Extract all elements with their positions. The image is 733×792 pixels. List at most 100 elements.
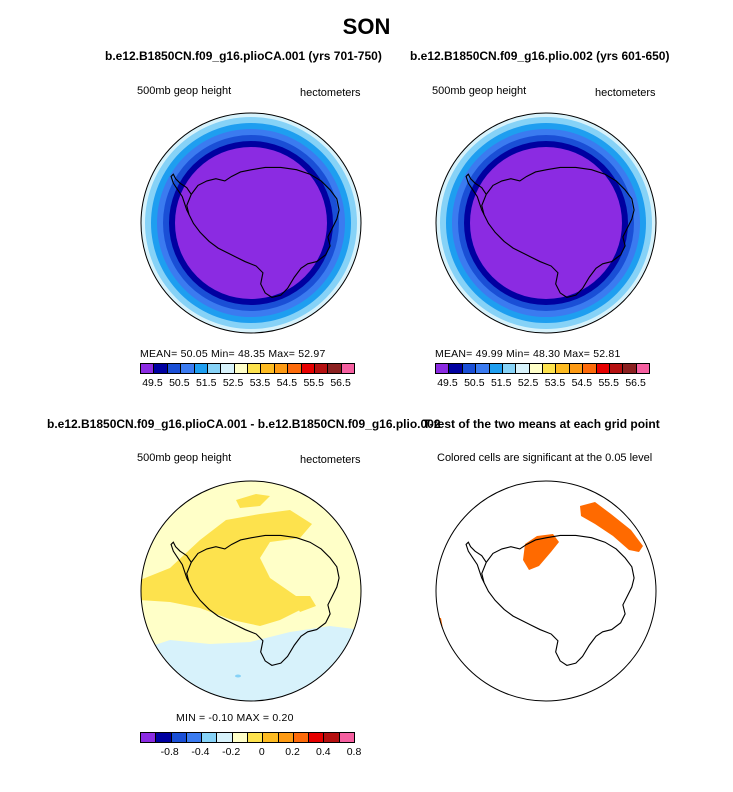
panel-3-difference-map	[140, 480, 362, 702]
peninsula-path	[465, 173, 487, 215]
colorbar-swatch	[141, 733, 157, 742]
colorbar-swatch	[202, 733, 218, 742]
colorbar-swatch	[449, 364, 463, 373]
colorbar-tick-label: 49.5	[437, 377, 458, 389]
colorbar-swatch	[278, 733, 294, 742]
coastline-path	[186, 534, 340, 667]
colorbar-swatch	[248, 364, 262, 373]
colorbar-swatch	[261, 364, 275, 373]
colorbar-tick-label: 0.2	[285, 746, 300, 758]
colorbar-tick-label: -0.2	[222, 746, 241, 758]
colorbar-tick-label: 50.5	[169, 377, 190, 389]
colorbar-swatch	[476, 364, 490, 373]
map-background	[436, 481, 656, 701]
panel-1-units-label: hectometers	[300, 87, 361, 99]
colorbar-swatch	[623, 364, 637, 373]
peninsula-path	[170, 173, 192, 215]
panel-1-colorbar	[140, 363, 355, 374]
panel-1-variable-label: 500mb geop height	[137, 85, 232, 97]
positive-region-east	[290, 596, 316, 612]
colorbar-swatch	[217, 733, 233, 742]
panel-3-stats: MIN = -0.10 MAX = 0.20	[176, 712, 294, 724]
antarctica-coastline	[170, 166, 340, 299]
panel-1-polar-map	[140, 112, 362, 334]
colorbar-tick-label: 0.8	[346, 746, 362, 758]
colorbar-swatch	[596, 364, 610, 373]
map-boundary	[140, 112, 362, 334]
panel-4-significance-map	[435, 480, 657, 702]
colorbar-tick-label: 0	[258, 746, 265, 758]
colorbar-tick-label: 0.4	[315, 746, 331, 758]
difference-field	[141, 481, 361, 701]
colorbar-swatch	[288, 364, 302, 373]
panel-2-units-label: hectometers	[595, 87, 656, 99]
colorbar-swatch	[293, 733, 310, 742]
antarctica-coastline	[465, 166, 635, 299]
colorbar-swatch	[502, 364, 517, 373]
colorbar-swatch	[556, 364, 570, 373]
contour-band	[175, 147, 327, 299]
small-negative-spot	[235, 674, 241, 678]
colorbar-tick-label: 53.5	[249, 377, 271, 389]
panel-2-polar-map	[435, 112, 657, 334]
antarctica-coastline	[170, 534, 340, 667]
colorbar-swatch	[543, 364, 557, 373]
panel-3-units-label: hectometers	[300, 454, 361, 466]
colorbar-swatch	[301, 364, 315, 373]
colorbar-swatch	[186, 733, 203, 742]
peninsula-path	[465, 541, 487, 583]
colorbar-swatch	[171, 733, 187, 742]
colorbar-swatch	[489, 364, 503, 373]
panel-2-variable-label: 500mb geop height	[432, 85, 527, 97]
contour-band	[470, 147, 622, 299]
panel-3-variable-label: 500mb geop height	[137, 452, 232, 464]
colorbar-tick-label: -0.4	[191, 746, 210, 758]
colorbar-swatch	[636, 364, 649, 373]
positive-region-west	[141, 510, 312, 626]
colorbar-swatch	[314, 364, 329, 373]
colorbar-tick-label: 54.5	[276, 377, 298, 389]
colorbar-swatch	[167, 364, 182, 373]
panel-1-title: b.e12.B1850CN.f09_g16.plioCA.001 (yrs 70…	[105, 49, 382, 63]
colorbar-swatch	[436, 364, 450, 373]
colorbar-swatch	[274, 364, 289, 373]
panel-3-title: b.e12.B1850CN.f09_g16.plioCA.001 - b.e12…	[47, 417, 441, 431]
panel-2-stats: MEAN= 49.99 Min= 48.30 Max= 52.81	[435, 348, 621, 360]
colorbar-swatch	[247, 733, 264, 742]
panel-2-colorbar-labels: 49.5 50.5 51.5 52.5 53.5 54.5 55.5 56.5	[435, 377, 650, 391]
colorbar-tick-label: 52.5	[222, 377, 244, 389]
colorbar-swatch	[583, 364, 597, 373]
colorbar-tick-label: 49.5	[142, 377, 163, 389]
colorbar-tick-label: 56.5	[625, 377, 646, 389]
colorbar-swatch	[234, 364, 248, 373]
colorbar-swatch	[181, 364, 195, 373]
panel-1-colorbar-labels: 49.5 50.5 51.5 52.5 53.5 54.5 55.5 56.5	[140, 377, 355, 391]
map-boundary	[140, 480, 362, 702]
map-boundary	[435, 112, 657, 334]
colorbar-swatch	[516, 364, 530, 373]
colorbar-swatch	[263, 733, 279, 742]
figure-title: SON	[342, 14, 391, 39]
colorbar-swatch	[154, 364, 168, 373]
colorbar-swatch	[529, 364, 543, 373]
colorbar-swatch	[194, 364, 208, 373]
coastline-path	[481, 166, 635, 299]
colorbar-swatch	[569, 364, 584, 373]
panel-4-title: T-test of the two means at each grid poi…	[423, 417, 660, 431]
colorbar-swatch	[339, 733, 354, 742]
colorbar-tick-label: 56.5	[330, 377, 351, 389]
coastline-path	[481, 534, 635, 667]
colorbar-swatch	[156, 733, 172, 742]
positive-region-north	[236, 494, 270, 508]
colorbar-swatch	[232, 733, 248, 742]
colorbar-tick-label: 51.5	[490, 377, 512, 389]
colorbar-swatch	[462, 364, 477, 373]
panel-4-subtitle: Colored cells are significant at the 0.0…	[437, 452, 653, 464]
colorbar-swatch	[141, 364, 155, 373]
colorbar-tick-label: 52.5	[517, 377, 539, 389]
map-boundary	[435, 480, 657, 702]
colorbar-swatch	[207, 364, 222, 373]
colorbar-swatch	[324, 733, 340, 742]
colorbar-tick-label: 54.5	[571, 377, 593, 389]
panel-2-title: b.e12.B1850CN.f09_g16.plio.002 (yrs 601-…	[410, 49, 670, 63]
